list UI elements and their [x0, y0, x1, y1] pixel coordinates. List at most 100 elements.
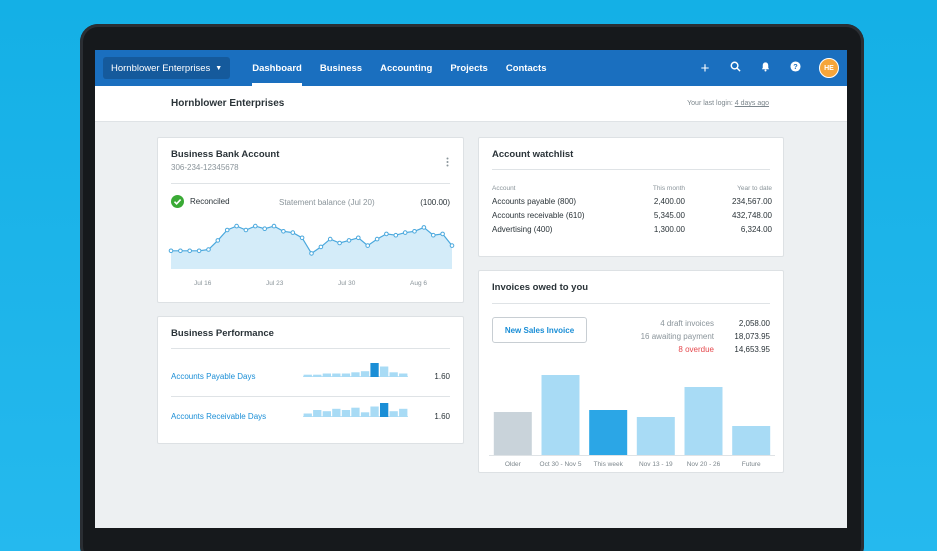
sparkline-bar	[351, 372, 360, 377]
sparkline-bar	[351, 407, 360, 417]
balance-point	[299, 235, 305, 241]
caret-down-icon: ▼	[215, 64, 223, 72]
invoices-card: Invoices owed to you New Sales Invoice 4…	[478, 270, 784, 473]
ytd-value: 234,567.00	[731, 197, 772, 206]
org-switcher-label: Hornblower Enterprises	[111, 62, 211, 74]
sparkline-bar	[380, 403, 389, 417]
balance-point	[412, 229, 417, 234]
tab-contacts[interactable]: Contacts	[505, 62, 547, 74]
invoice-bar	[636, 417, 675, 455]
balance-point	[318, 244, 324, 250]
ytd-value: 6,324.00	[740, 225, 772, 234]
sparkline-bar	[341, 410, 351, 417]
bank-chart-x-axis: Jul 16 Jul 23 Jul 30 Aug 6	[158, 280, 465, 290]
ytd-value: 432,748.00	[731, 211, 772, 220]
invoice-bar	[732, 426, 771, 455]
accounts-receivable-days-link[interactable]: Accounts Receivable Days	[171, 412, 267, 421]
statement-balance-label: Statement balance (Jul 20)	[279, 198, 375, 207]
sparkline-bar	[322, 373, 331, 377]
sparkline-bar	[389, 411, 398, 417]
invoice-bar	[684, 387, 723, 455]
top-navigation: Hornblower Enterprises ▼ Dashboard Busin…	[95, 50, 847, 86]
sparkline-bar	[313, 410, 322, 417]
bank-account-title[interactable]: Business Bank Account	[171, 149, 280, 160]
tab-business[interactable]: Business	[319, 62, 363, 74]
account-name: Accounts receivable (610)	[492, 211, 585, 220]
summary-row[interactable]: 8 overdue 14,653.95	[620, 345, 770, 358]
x-label: Jul 30	[338, 280, 356, 287]
performance-card: Business Performance Accounts Payable Da…	[157, 316, 464, 444]
balance-point	[327, 236, 333, 242]
statement-balance-value: (100.00)	[420, 198, 450, 207]
balance-point	[178, 248, 183, 254]
bank-account-card: Business Bank Account 306-234-12345678 R…	[157, 137, 464, 303]
balance-point	[187, 248, 193, 254]
tab-accounting[interactable]: Accounting	[380, 62, 433, 74]
balance-point	[365, 243, 370, 248]
overdue-label: 8 overdue	[678, 345, 714, 354]
watchlist-divider	[492, 169, 770, 170]
accounts-receivable-days-value: 1.60	[434, 412, 450, 421]
add-icon[interactable]: +	[700, 59, 710, 77]
table-row[interactable]: Accounts receivable (610) 5,345.00 432,7…	[492, 211, 772, 225]
accounts-payable-days-value: 1.60	[434, 372, 450, 381]
balance-point	[421, 225, 427, 230]
balance-point	[262, 226, 267, 231]
sparkline-bar	[370, 406, 379, 417]
last-login: Your last login: 4 days ago	[687, 100, 769, 107]
balance-point	[402, 230, 408, 235]
watchlist-table: Account This month Year to date Accounts…	[492, 185, 772, 239]
account-name: Accounts payable (800)	[492, 197, 577, 206]
accounts-payable-days-link[interactable]: Accounts Payable Days	[171, 372, 256, 381]
x-label: Jul 16	[194, 280, 212, 287]
avatar[interactable]: HE	[819, 58, 839, 78]
balance-point	[309, 251, 314, 256]
performance-divider	[171, 348, 450, 349]
tab-dashboard[interactable]: Dashboard	[252, 50, 302, 86]
org-switcher[interactable]: Hornblower Enterprises ▼	[103, 57, 231, 79]
balance-point	[346, 238, 352, 243]
watchlist-title[interactable]: Account watchlist	[492, 149, 574, 160]
check-circle-icon	[171, 195, 184, 208]
overdue-value: 14,653.95	[734, 345, 770, 354]
sparkline-bar	[303, 374, 312, 377]
balance-point	[234, 223, 239, 229]
sparkline-bar	[399, 408, 408, 417]
more-vertical-icon[interactable]	[446, 154, 449, 167]
awaiting-payment-value: 18,073.95	[734, 332, 770, 341]
table-row[interactable]: Advertising (400) 1,300.00 6,324.00	[492, 225, 772, 239]
last-login-label: Your last login:	[687, 100, 733, 107]
balance-point	[243, 227, 249, 233]
invoices-title[interactable]: Invoices owed to you	[492, 282, 589, 293]
reconciled-status: Reconciled	[171, 195, 230, 208]
balance-point	[281, 229, 286, 234]
bank-balance-chart	[168, 223, 455, 269]
invoice-bar-label: Nov 13 - 19	[639, 461, 673, 468]
watchlist-header-row: Account This month Year to date	[492, 185, 772, 197]
this-month-value: 2,400.00	[653, 197, 685, 206]
bell-icon[interactable]	[759, 61, 771, 75]
balance-point	[384, 231, 389, 237]
account-number: 306-234-12345678	[171, 163, 239, 172]
search-icon[interactable]	[729, 61, 741, 75]
summary-row[interactable]: 4 draft invoices 2,058.00	[620, 319, 770, 332]
new-sales-invoice-button[interactable]: New Sales Invoice	[492, 317, 587, 343]
reconciled-label: Reconciled	[190, 197, 230, 206]
help-icon[interactable]: ?	[789, 61, 801, 75]
balance-point	[393, 232, 399, 238]
performance-row-divider	[171, 396, 450, 397]
accounts-payable-sparkline	[303, 363, 408, 377]
column-header: Year to date	[737, 185, 772, 192]
balance-point	[290, 230, 296, 235]
table-row[interactable]: Accounts payable (800) 2,400.00 234,567.…	[492, 197, 772, 211]
sparkline-bar	[360, 412, 370, 417]
performance-title[interactable]: Business Performance	[171, 328, 274, 339]
summary-row[interactable]: 16 awaiting payment 18,073.95	[620, 332, 770, 345]
last-login-link[interactable]: 4 days ago	[734, 100, 769, 107]
balance-point	[196, 248, 202, 254]
org-header: Hornblower Enterprises Your last login: …	[95, 86, 847, 122]
bank-divider	[171, 183, 450, 184]
invoice-bar	[589, 410, 628, 455]
tab-projects[interactable]: Projects	[450, 62, 488, 74]
balance-point	[224, 227, 230, 233]
